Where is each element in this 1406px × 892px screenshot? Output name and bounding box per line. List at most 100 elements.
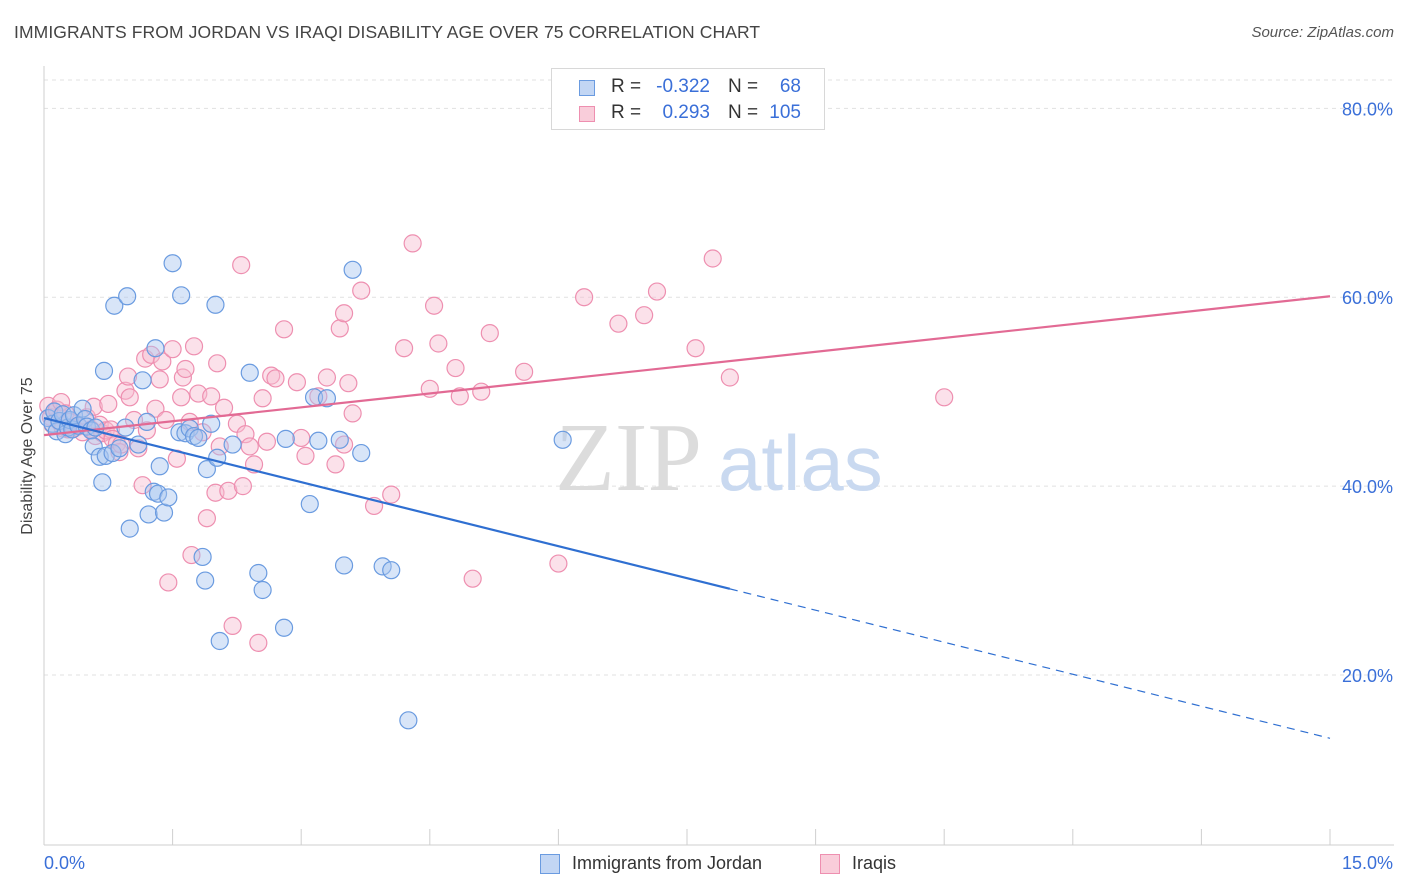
watermark-zip: ZIP — [555, 404, 702, 512]
x-tick-label: 0.0% — [44, 853, 85, 873]
data-point-iraqis — [575, 288, 594, 307]
chart-source: Source: ZipAtlas.com — [1251, 24, 1394, 41]
data-point-iraqis — [202, 387, 221, 406]
data-point-iraqis — [274, 320, 294, 339]
data-point-iraqis — [99, 394, 118, 414]
y-tick-label: 40.0% — [1342, 477, 1393, 497]
data-point-jordan — [94, 361, 114, 380]
data-point-iraqis — [720, 368, 739, 387]
legend-r-value: -0.322 — [656, 76, 710, 97]
data-point-iraqis — [463, 569, 482, 588]
data-point-jordan — [334, 556, 354, 575]
data-point-iraqis — [197, 509, 216, 528]
data-point-iraqis — [156, 410, 175, 430]
data-point-iraqis — [150, 370, 169, 389]
x-tick-label: 15.0% — [1342, 853, 1393, 873]
tick-labels: 20.0% 40.0% 60.0% 80.0% 0.0% 15.0% — [44, 99, 1393, 873]
legend-r-label: R = — [611, 76, 642, 97]
data-point-iraqis — [330, 319, 349, 338]
data-point-jordan — [300, 494, 319, 514]
data-point-jordan — [553, 430, 572, 449]
data-point-jordan — [105, 296, 124, 315]
data-point-jordan — [210, 631, 229, 651]
data-point-iraqis — [296, 446, 315, 465]
data-point-iraqis — [429, 334, 448, 353]
axes — [43, 66, 1394, 846]
data-point-iraqis — [480, 324, 499, 343]
data-point-jordan — [352, 443, 371, 463]
data-point-iraqis — [266, 369, 285, 388]
data-point-jordan — [172, 286, 191, 305]
legend-n-label: N = — [728, 76, 759, 97]
data-point-iraqis — [240, 437, 259, 456]
data-point-jordan — [240, 363, 259, 382]
data-point-iraqis — [549, 554, 568, 573]
legend-n-label: N = — [728, 102, 759, 123]
data-point-jordan — [249, 563, 268, 583]
data-point-jordan — [189, 428, 208, 448]
legend-row-jordan: R = -0.322 N = 68 — [552, 76, 826, 102]
data-point-iraqis — [472, 382, 491, 401]
data-point-jordan — [154, 503, 174, 522]
legend-r-value: 0.293 — [662, 102, 710, 123]
data-point-iraqis — [394, 339, 414, 358]
legend-swatch-iraqis — [579, 106, 595, 122]
data-point-iraqis — [146, 399, 165, 418]
data-point-jordan — [196, 571, 215, 590]
data-point-iraqis — [253, 389, 272, 408]
data-point-iraqis — [424, 296, 444, 315]
data-point-iraqis — [159, 573, 178, 592]
data-point-iraqis — [214, 398, 234, 417]
legend-row-iraqis: R = 0.293 N = 105 — [552, 102, 826, 128]
data-point-jordan — [382, 561, 401, 580]
data-point-iraqis — [515, 362, 534, 381]
data-point-iraqis — [233, 477, 253, 496]
data-point-jordan — [317, 389, 337, 408]
data-point-jordan — [163, 254, 182, 273]
data-point-iraqis — [120, 388, 139, 407]
y-tick-label: 60.0% — [1342, 288, 1393, 308]
data-point-iraqis — [635, 306, 654, 325]
legend-n-value: 68 — [779, 76, 801, 97]
data-point-jordan — [129, 435, 148, 454]
data-point-iraqis — [208, 354, 227, 373]
data-point-jordan — [110, 439, 129, 458]
legend-r-label: R = — [611, 102, 642, 123]
data-point-iraqis — [257, 432, 277, 451]
y-axis-label: Disability Age Over 75 — [19, 377, 36, 535]
data-point-jordan — [253, 580, 272, 600]
data-point-jordan — [193, 547, 212, 567]
trend-lines — [43, 295, 1331, 739]
data-point-iraqis — [334, 304, 354, 323]
bottom-legend-swatch-jordan — [540, 854, 560, 874]
data-point-jordan — [170, 423, 189, 442]
data-point-iraqis — [292, 428, 311, 448]
data-point-jordan — [274, 618, 294, 637]
data-point-iraqis — [326, 455, 345, 474]
data-point-jordan — [150, 457, 169, 476]
data-point-iraqis — [339, 374, 358, 393]
data-point-iraqis — [287, 373, 307, 392]
series-jordan-points — [39, 254, 572, 730]
data-point-iraqis — [446, 358, 465, 378]
data-point-iraqis — [686, 339, 705, 358]
data-point-iraqis — [382, 485, 401, 504]
legend-n-value: 105 — [769, 102, 801, 123]
data-point-jordan — [146, 339, 165, 358]
data-point-iraqis — [219, 481, 238, 500]
data-point-jordan — [399, 711, 418, 730]
trend-line-jordan-extrapolated — [729, 588, 1331, 739]
data-point-jordan — [343, 260, 362, 279]
bottom-legend: Immigrants from Jordan Iraqis — [0, 852, 1406, 878]
bottom-legend-label-jordan: Immigrants from Jordan — [572, 853, 763, 873]
data-point-jordan — [139, 505, 158, 524]
data-point-jordan — [120, 519, 139, 538]
data-point-jordan — [373, 557, 392, 576]
data-point-iraqis — [403, 234, 422, 253]
trend-line-jordan — [43, 417, 731, 590]
data-point-jordan — [148, 484, 168, 503]
data-point-iraqis — [163, 340, 182, 359]
data-point-iraqis — [84, 397, 103, 416]
data-point-jordan — [202, 414, 221, 433]
